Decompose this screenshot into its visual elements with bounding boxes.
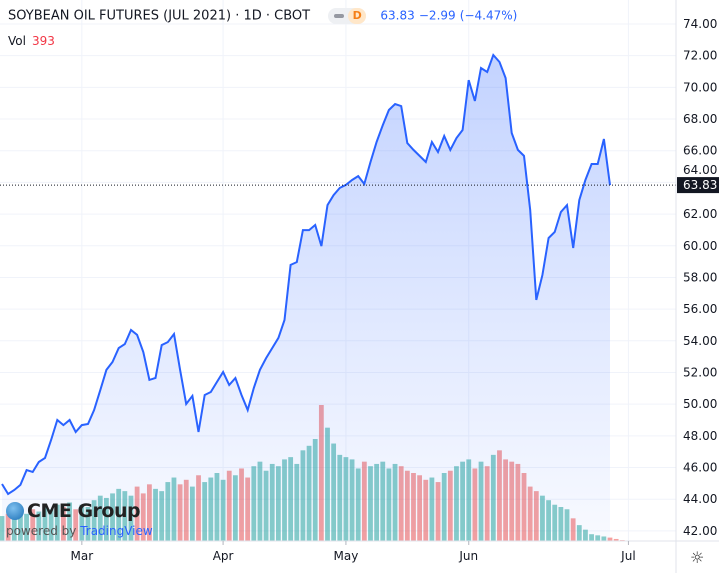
interval-badge: D [348, 8, 367, 24]
price-tick-label: 44.00 [683, 492, 717, 506]
month-tick-label: Jun [458, 549, 478, 563]
volume-label: Vol [8, 34, 26, 48]
price-tick-label: 64.00 [683, 163, 717, 177]
price-tick-label: 60.00 [683, 239, 717, 253]
price-tick-label: 70.00 [683, 80, 717, 94]
price-area [2, 55, 610, 541]
price-change-pct: (−4.47%) [459, 8, 518, 23]
price-tick-label: 58.00 [683, 270, 717, 284]
globe-icon [6, 502, 24, 520]
symbol-title[interactable]: SOYBEAN OIL FUTURES (JUL 2021) · 1D · CB… [8, 8, 311, 24]
chart-header: SOYBEAN OIL FUTURES (JUL 2021) · 1D · CB… [8, 8, 517, 24]
price-tick-label: 62.00 [683, 207, 717, 221]
price-tick-label: 42.00 [683, 524, 717, 538]
volume-bar [613, 538, 619, 541]
price-change: −2.99 [418, 8, 456, 23]
cme-logo[interactable]: CME Group powered by TradingView [6, 500, 153, 538]
price-tick-label: 66.00 [683, 144, 717, 158]
month-tick-label: Jul [620, 549, 635, 563]
last-price: 63.83 [380, 8, 415, 23]
last-price-tag-label: 63.83 [683, 178, 717, 192]
volume-value: 393 [31, 34, 55, 48]
volume-legend: Vol 393 [8, 34, 55, 48]
month-tick-label: Mar [71, 549, 94, 563]
interval-toggle[interactable]: D [328, 8, 367, 24]
month-tick-label: May [334, 549, 359, 563]
collapse-icon [334, 14, 345, 18]
price-tick-label: 68.00 [683, 112, 717, 126]
tradingview-link[interactable]: TradingView [80, 524, 153, 538]
price-tick-label: 48.00 [683, 429, 717, 443]
price-tick-label: 72.00 [683, 49, 717, 63]
price-line [1, 53, 611, 496]
price-tick-label: 50.00 [683, 397, 717, 411]
price-tick-label: 52.00 [683, 365, 717, 379]
last-price-tag [677, 177, 719, 194]
price-tick-label: 54.00 [683, 334, 717, 348]
settings-icon[interactable]: ☼ [690, 548, 705, 567]
logo-text: CME Group [27, 500, 141, 522]
month-tick-label: Apr [213, 549, 234, 563]
price-tick-label: 74.00 [683, 17, 717, 31]
price-tick-label: 46.00 [683, 461, 717, 475]
powered-by-text: powered by [6, 524, 77, 538]
price-tick-label: 56.00 [683, 302, 717, 316]
